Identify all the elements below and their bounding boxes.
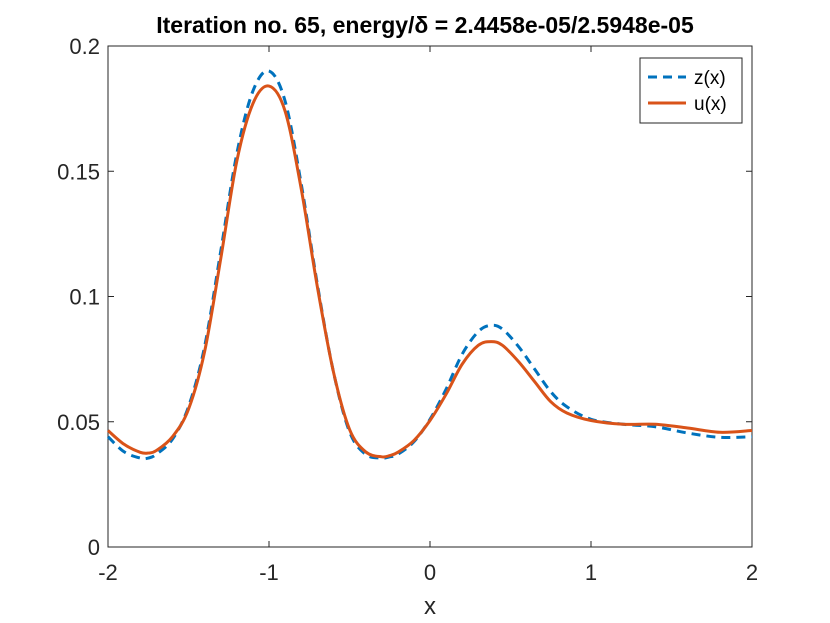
legend-entry-label: u(x) [694, 94, 727, 115]
x-tick-label: -1 [259, 560, 279, 585]
legend-entry-label: z(x) [694, 68, 726, 89]
y-tick-label: 0.1 [69, 285, 100, 310]
legend: z(x) u(x) [639, 57, 743, 124]
series-line-z-x [106, 69, 753, 461]
series-group [106, 69, 753, 461]
x-tick-label: 0 [424, 560, 436, 585]
legend-box [639, 57, 743, 124]
x-tick-label: 2 [746, 560, 758, 585]
series-line-u-x [107, 84, 753, 459]
chart-title: Iteration no. 65, energy/δ = 2.4458e-05/… [156, 12, 694, 38]
y-tick-label: 0.15 [57, 159, 100, 184]
x-tick-label: 1 [585, 560, 597, 585]
y-tick-label: 0 [88, 535, 100, 560]
y-tick-label: 0.05 [57, 410, 100, 435]
x-tick-label: -2 [98, 560, 118, 585]
axes: -2 -1 0 1 2 0 0.05 0.1 0.15 0.2 [57, 34, 758, 585]
y-tick-label: 0.2 [69, 34, 100, 59]
x-axis-label: x [424, 593, 436, 620]
